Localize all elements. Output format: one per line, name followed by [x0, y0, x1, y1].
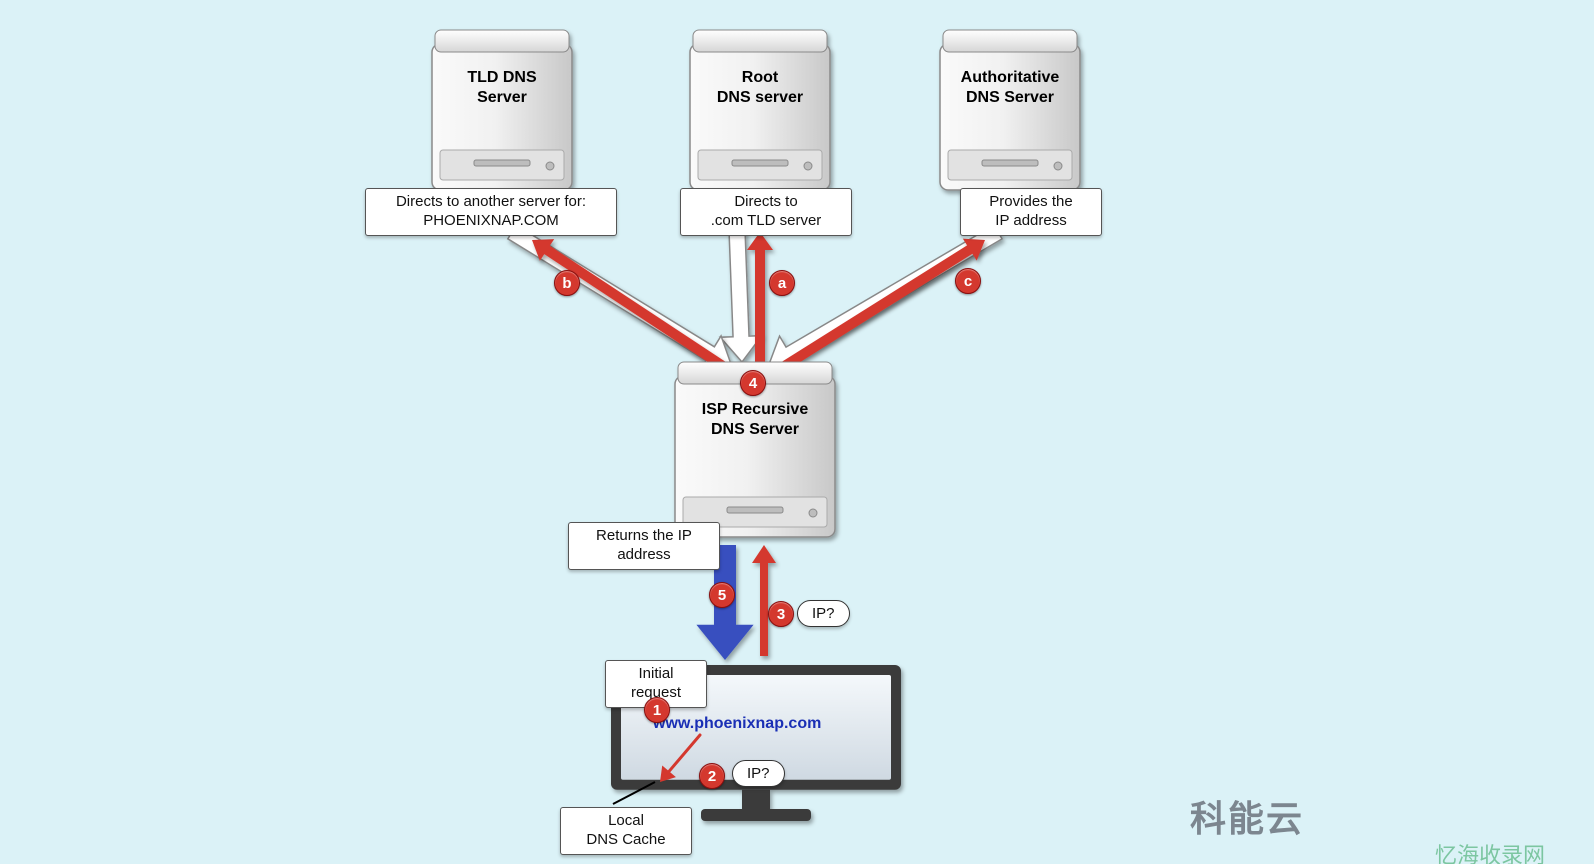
local-cache-l1: Local [608, 812, 644, 829]
badge-1: 1 [644, 697, 670, 723]
requested-url: www.phoenixnap.com [653, 715, 821, 733]
root-note: Directs to .com TLD server [680, 188, 852, 236]
local-cache: Local DNS Cache [560, 807, 692, 855]
auth-note-l1: Provides the [989, 193, 1072, 210]
auth-note-l2: IP address [995, 212, 1066, 229]
badge-5: 5 [709, 582, 735, 608]
ip-bubble-2: IP? [732, 760, 785, 787]
tld-note-l2: PHOENIXNAP.COM [423, 212, 559, 229]
server-title-l2: DNS Server [966, 89, 1054, 106]
local-cache-l2: DNS Cache [586, 831, 665, 848]
server-title-tld: TLD DNS Server [422, 68, 582, 108]
return-ip-l2: address [617, 546, 670, 563]
server-title-l2: DNS server [717, 89, 803, 106]
return-ip-l1: Returns the IP [596, 527, 692, 544]
server-title-l1: TLD DNS [467, 69, 536, 86]
server-title-l1: ISP Recursive [702, 401, 808, 418]
badge-3: 3 [768, 601, 794, 627]
badge-a: a [769, 270, 795, 296]
diagram-stage: TLD DNS Server Root DNS server Authoritative… [0, 0, 1594, 864]
server-title-isp: ISP Recursive DNS Server [675, 400, 835, 440]
ip-bubble-1: IP? [797, 600, 850, 627]
watermark-secondary: 忆海收录网 [1435, 838, 1545, 864]
tld-note-l1: Directs to another server for: [396, 193, 586, 210]
badge-b: b [554, 270, 580, 296]
badge-2: 2 [699, 763, 725, 789]
server-title-l2: Server [477, 89, 527, 106]
server-title-l1: Root [742, 69, 778, 86]
initial-l1: Initial [638, 665, 673, 682]
server-title-auth: Authoritative DNS Server [930, 68, 1090, 108]
tld-note: Directs to another server for: PHOENIXNAP… [365, 188, 617, 236]
server-tld [432, 30, 572, 190]
server-root [690, 30, 830, 190]
return-ip: Returns the IP address [568, 522, 720, 570]
server-title-l2: DNS Server [711, 421, 799, 438]
server-title-l1: Authoritative [961, 69, 1060, 86]
server-title-root: Root DNS server [680, 68, 840, 108]
auth-note: Provides the IP address [960, 188, 1102, 236]
root-note-l1: Directs to [734, 193, 797, 210]
badge-c: c [955, 268, 981, 294]
root-note-l2: .com TLD server [711, 212, 822, 229]
badge-4: 4 [740, 370, 766, 396]
server-auth [940, 30, 1080, 190]
watermark-main: 科能云 [1190, 790, 1304, 842]
